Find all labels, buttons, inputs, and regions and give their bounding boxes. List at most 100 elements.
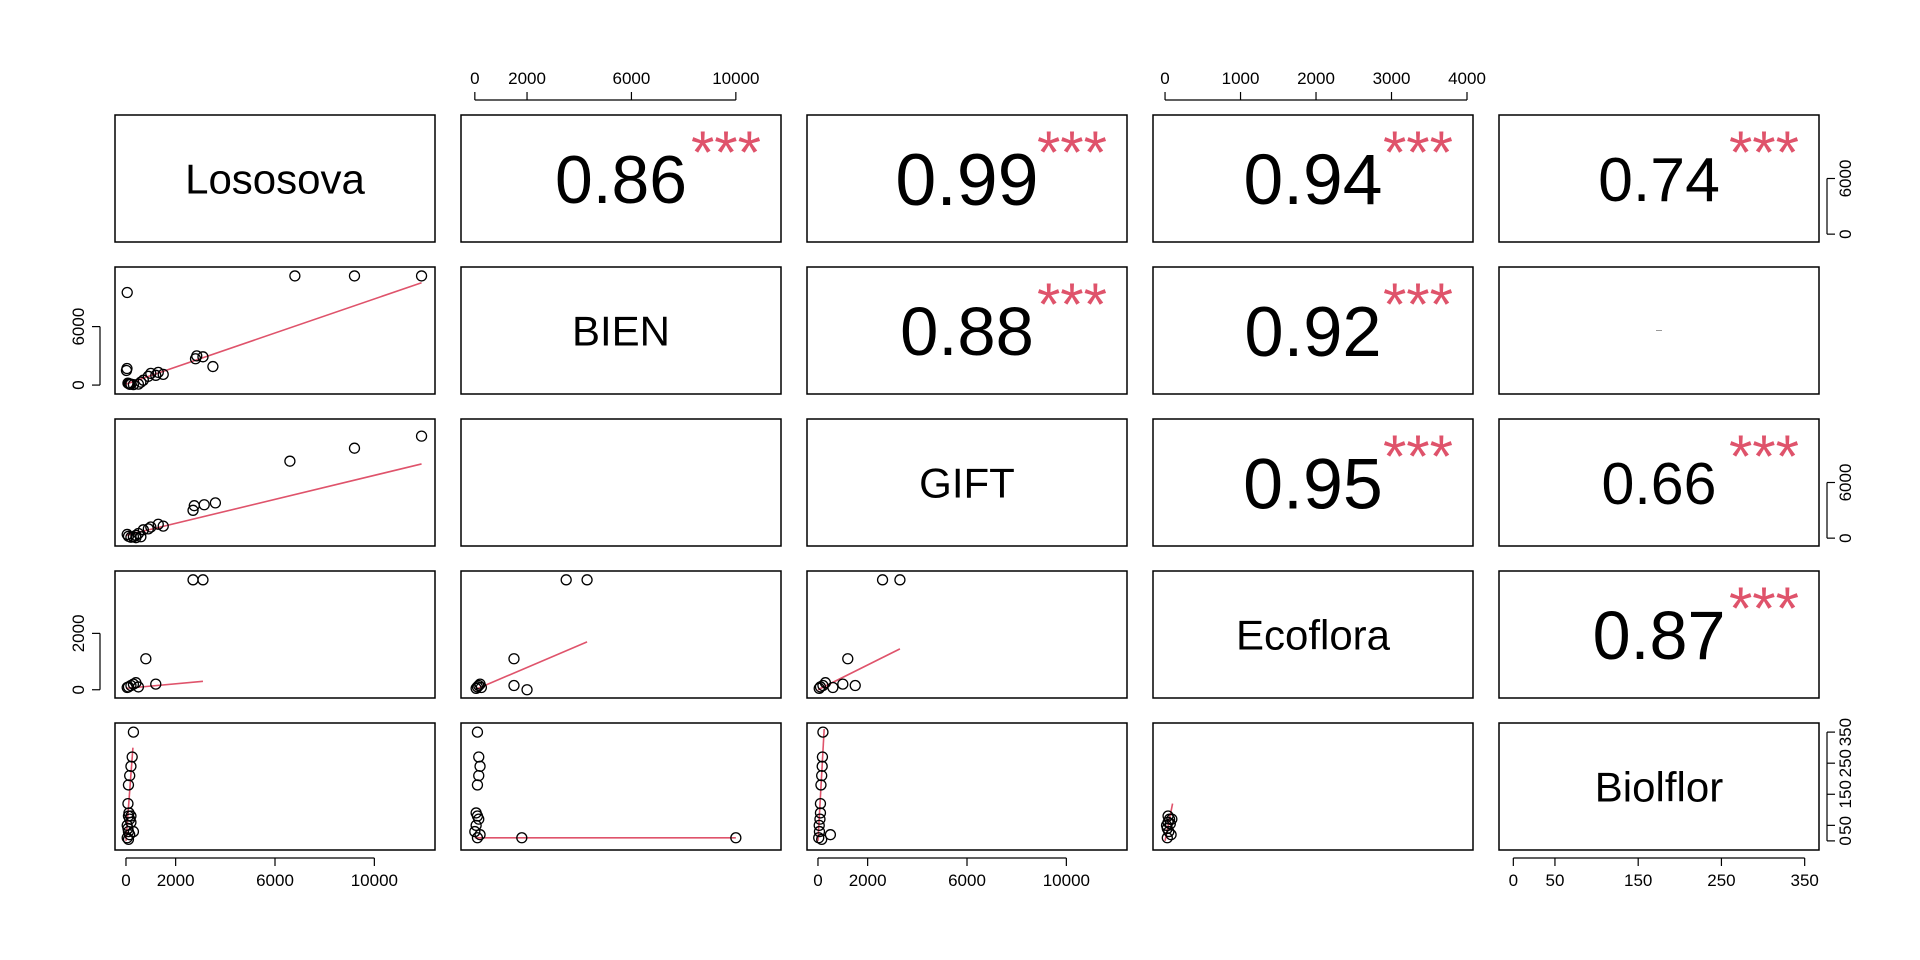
correlation-value: 0.88 bbox=[900, 293, 1034, 370]
data-point bbox=[132, 681, 145, 693]
tick-label: 0 bbox=[813, 871, 822, 890]
fit-line bbox=[474, 641, 588, 691]
data-point bbox=[837, 678, 849, 690]
tick-label: 350 bbox=[1836, 718, 1855, 746]
significance-stars: *** bbox=[1729, 423, 1799, 490]
diagonal-label: GIFT bbox=[919, 460, 1015, 507]
data-point bbox=[124, 829, 136, 841]
data-point bbox=[122, 833, 135, 845]
data-point bbox=[827, 681, 839, 694]
significance-stars: *** bbox=[1037, 119, 1107, 186]
panel-frame bbox=[806, 266, 1128, 395]
data-point bbox=[348, 270, 361, 282]
panel-frame bbox=[1152, 722, 1474, 851]
data-point bbox=[121, 832, 133, 844]
data-point bbox=[142, 523, 154, 535]
correlation-value: 0.87 bbox=[1593, 598, 1726, 674]
data-point bbox=[209, 497, 222, 509]
correlation-value: 0.74 bbox=[1598, 145, 1720, 215]
data-point bbox=[289, 270, 301, 282]
panel-frame bbox=[806, 418, 1128, 547]
diagonal-label: BIEN bbox=[572, 308, 670, 355]
panel-frame bbox=[1498, 722, 1820, 851]
data-point bbox=[135, 376, 147, 388]
data-point bbox=[816, 833, 828, 845]
data-point bbox=[471, 832, 484, 844]
correlation-value: 0.94 bbox=[1244, 140, 1383, 220]
fit-line bbox=[817, 728, 825, 841]
data-point bbox=[197, 351, 209, 363]
data-point bbox=[145, 521, 157, 533]
data-point bbox=[813, 682, 825, 694]
data-point bbox=[187, 574, 199, 586]
tick-label: 2000 bbox=[157, 871, 195, 890]
diagonal-label: Lososova bbox=[185, 156, 365, 203]
correlation-value: 0.95 bbox=[1243, 444, 1383, 524]
tick-label: 0 bbox=[1836, 229, 1855, 238]
panel-frame bbox=[114, 266, 436, 395]
tick-label: 0 bbox=[1836, 836, 1855, 845]
tick-label: 10000 bbox=[1043, 871, 1090, 890]
tick-label: 10000 bbox=[712, 69, 759, 88]
tick-label: 50 bbox=[1545, 871, 1564, 890]
significance-stars: *** bbox=[1383, 271, 1453, 338]
panel-frame bbox=[460, 114, 782, 243]
data-point bbox=[121, 286, 133, 299]
tick-label: 6000 bbox=[613, 69, 651, 88]
tick-label: 2000 bbox=[69, 614, 88, 652]
panel-frame bbox=[806, 114, 1128, 243]
significance-stars: *** bbox=[1383, 119, 1453, 186]
data-point bbox=[815, 779, 827, 791]
data-point bbox=[475, 681, 488, 694]
data-point bbox=[122, 779, 135, 791]
panel-frame bbox=[1152, 266, 1474, 395]
tick-label: 3000 bbox=[1373, 69, 1411, 88]
data-point bbox=[145, 367, 157, 380]
tick-label: 0 bbox=[121, 871, 130, 890]
data-point bbox=[560, 574, 572, 586]
correlation-value: 0.66 bbox=[1602, 451, 1717, 517]
data-point bbox=[849, 679, 861, 692]
tick-label: 2000 bbox=[1297, 69, 1335, 88]
panel-frame bbox=[460, 722, 782, 851]
tick-label: 6000 bbox=[1836, 464, 1855, 502]
data-point bbox=[187, 504, 199, 516]
tick-label: 1000 bbox=[1222, 69, 1260, 88]
panel-frame bbox=[114, 722, 436, 851]
tick-label: 2000 bbox=[849, 871, 887, 890]
data-point bbox=[581, 574, 593, 586]
data-point bbox=[474, 760, 486, 772]
correlation-value: 0.99 bbox=[895, 138, 1038, 221]
data-point bbox=[814, 813, 826, 825]
panel-frame bbox=[1152, 418, 1474, 547]
data-point bbox=[127, 378, 140, 391]
data-point bbox=[813, 825, 826, 838]
data-point bbox=[415, 270, 428, 282]
tick-label: 250 bbox=[1707, 871, 1735, 890]
correlation-value: 0.86 bbox=[555, 143, 687, 218]
tick-label: 50 bbox=[1836, 816, 1855, 835]
data-point bbox=[150, 369, 162, 381]
data-point bbox=[124, 769, 136, 782]
data-point bbox=[1161, 832, 1173, 844]
data-point bbox=[415, 430, 428, 442]
data-point bbox=[157, 368, 169, 381]
data-point bbox=[125, 810, 137, 822]
tick-label: 0 bbox=[69, 380, 88, 389]
panel-frame bbox=[1498, 418, 1820, 547]
tick-label: 250 bbox=[1836, 749, 1855, 777]
data-point bbox=[157, 520, 169, 532]
panel-frame bbox=[806, 570, 1128, 699]
panel-frame bbox=[1152, 114, 1474, 243]
data-point bbox=[152, 366, 164, 379]
data-point bbox=[473, 679, 485, 692]
tick-label: 150 bbox=[1624, 871, 1652, 890]
tick-label: 6000 bbox=[69, 308, 88, 346]
data-point bbox=[473, 769, 485, 782]
tick-label: 4000 bbox=[1448, 69, 1486, 88]
data-point bbox=[1165, 829, 1177, 841]
data-point bbox=[470, 819, 482, 832]
data-point bbox=[813, 819, 825, 832]
data-point bbox=[1162, 810, 1174, 822]
fit-line bbox=[125, 463, 422, 537]
